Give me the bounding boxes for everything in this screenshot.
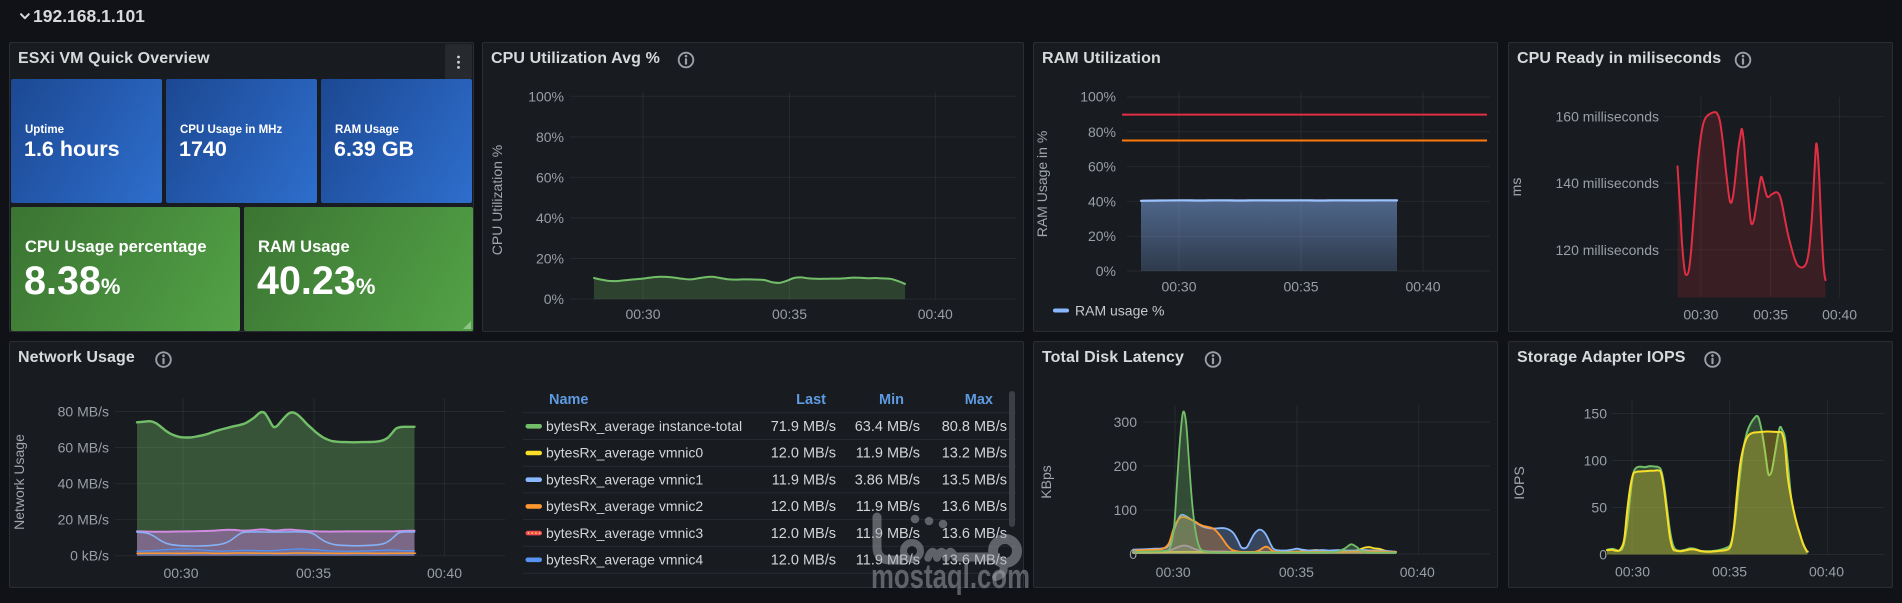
svg-text:bytesRx_average vmnic4: bytesRx_average vmnic4 (546, 552, 703, 568)
svg-text:13.6 MB/s: 13.6 MB/s (942, 526, 1007, 542)
svg-text:IOPS: IOPS (1511, 466, 1527, 499)
svg-text:bytesRx_average instance-total: bytesRx_average instance-total (546, 418, 742, 434)
svg-text:00:30: 00:30 (1161, 279, 1196, 295)
svg-text:0%: 0% (544, 291, 564, 307)
svg-text:bytesRx_average vmnic3: bytesRx_average vmnic3 (546, 525, 703, 541)
svg-text:0 kB/s: 0 kB/s (70, 548, 109, 564)
svg-text:00:30: 00:30 (1615, 564, 1650, 580)
svg-text:12.0 MB/s: 12.0 MB/s (771, 553, 836, 569)
svg-text:60%: 60% (1088, 159, 1116, 175)
svg-text:00:35: 00:35 (772, 306, 807, 322)
svg-text:50: 50 (1591, 500, 1607, 516)
svg-text:00:30: 00:30 (1156, 564, 1191, 580)
svg-text:13.6 MB/s: 13.6 MB/s (942, 499, 1007, 515)
svg-text:150: 150 (1584, 406, 1608, 422)
svg-text:00:35: 00:35 (1712, 564, 1747, 580)
svg-text:CPU Utilization %: CPU Utilization % (489, 145, 505, 255)
svg-text:00:35: 00:35 (1283, 279, 1318, 295)
svg-text:160 milliseconds: 160 milliseconds (1556, 109, 1660, 125)
svg-text:0%: 0% (1096, 263, 1116, 279)
svg-text:bytesRx_average vmnic0: bytesRx_average vmnic0 (546, 445, 703, 461)
svg-text:ms: ms (1508, 178, 1524, 197)
svg-text:00:35: 00:35 (1279, 564, 1314, 580)
svg-text:00:30: 00:30 (163, 565, 198, 581)
svg-text:60 MB/s: 60 MB/s (58, 440, 109, 456)
svg-text:Network Usage: Network Usage (11, 434, 27, 530)
svg-text:00:35: 00:35 (296, 565, 331, 581)
svg-text:bytesRx_average vmnic2: bytesRx_average vmnic2 (546, 498, 703, 514)
svg-text:RAM Usage in %: RAM Usage in % (1034, 131, 1050, 238)
svg-text:13.2 MB/s: 13.2 MB/s (942, 446, 1007, 462)
svg-text:Max: Max (965, 392, 993, 408)
svg-text:11.9 MB/s: 11.9 MB/s (772, 472, 836, 488)
svg-text:40%: 40% (1088, 193, 1116, 209)
svg-text:20%: 20% (1088, 228, 1116, 244)
svg-text:60%: 60% (536, 169, 564, 185)
svg-text:11.9 MB/s: 11.9 MB/s (856, 526, 920, 542)
svg-text:140 milliseconds: 140 milliseconds (1556, 175, 1660, 191)
svg-text:RAM usage %: RAM usage % (1075, 303, 1164, 319)
svg-text:00:30: 00:30 (1683, 307, 1718, 323)
svg-text:Name: Name (549, 392, 589, 408)
svg-text:11.9 MB/s: 11.9 MB/s (856, 499, 920, 515)
svg-text:12.0 MB/s: 12.0 MB/s (771, 526, 836, 542)
svg-text:mostaql.com: mostaql.com (871, 558, 1030, 596)
svg-text:20 MB/s: 20 MB/s (58, 512, 109, 528)
svg-text:11.9 MB/s: 11.9 MB/s (856, 446, 920, 462)
svg-text:00:40: 00:40 (1822, 307, 1857, 323)
svg-text:00:40: 00:40 (1405, 279, 1440, 295)
svg-text:00:30: 00:30 (625, 306, 660, 322)
svg-text:80 MB/s: 80 MB/s (58, 404, 109, 420)
svg-text:71.9 MB/s: 71.9 MB/s (771, 419, 836, 435)
svg-text:3.86 MB/s: 3.86 MB/s (855, 472, 920, 488)
svg-text:200: 200 (1114, 458, 1138, 474)
svg-text:100%: 100% (528, 88, 564, 104)
svg-text:100: 100 (1114, 502, 1138, 518)
svg-text:0: 0 (1599, 547, 1607, 563)
svg-text:80.8 MB/s: 80.8 MB/s (942, 419, 1007, 435)
svg-text:40%: 40% (536, 210, 564, 226)
svg-text:13.5 MB/s: 13.5 MB/s (942, 472, 1007, 488)
svg-text:00:40: 00:40 (427, 565, 462, 581)
svg-text:40 MB/s: 40 MB/s (58, 476, 109, 492)
svg-text:00:40: 00:40 (918, 306, 953, 322)
svg-text:100: 100 (1584, 453, 1608, 469)
svg-text:00:40: 00:40 (1809, 564, 1844, 580)
svg-text:100%: 100% (1080, 89, 1116, 105)
svg-text:20%: 20% (536, 251, 564, 267)
svg-text:63.4 MB/s: 63.4 MB/s (855, 419, 920, 435)
svg-text:Last: Last (796, 392, 826, 408)
svg-text:KBps: KBps (1038, 465, 1054, 498)
svg-text:300: 300 (1114, 414, 1138, 430)
svg-text:80%: 80% (1088, 124, 1116, 140)
svg-text:00:40: 00:40 (1400, 564, 1435, 580)
svg-text:Min: Min (879, 392, 904, 408)
svg-text:0: 0 (1129, 546, 1137, 562)
svg-text:12.0 MB/s: 12.0 MB/s (771, 446, 836, 462)
svg-text:12.0 MB/s: 12.0 MB/s (771, 499, 836, 515)
svg-text:bytesRx_average vmnic1: bytesRx_average vmnic1 (546, 471, 703, 487)
svg-text:120 milliseconds: 120 milliseconds (1556, 242, 1660, 258)
svg-text:80%: 80% (536, 129, 564, 145)
svg-text:00:35: 00:35 (1753, 307, 1788, 323)
